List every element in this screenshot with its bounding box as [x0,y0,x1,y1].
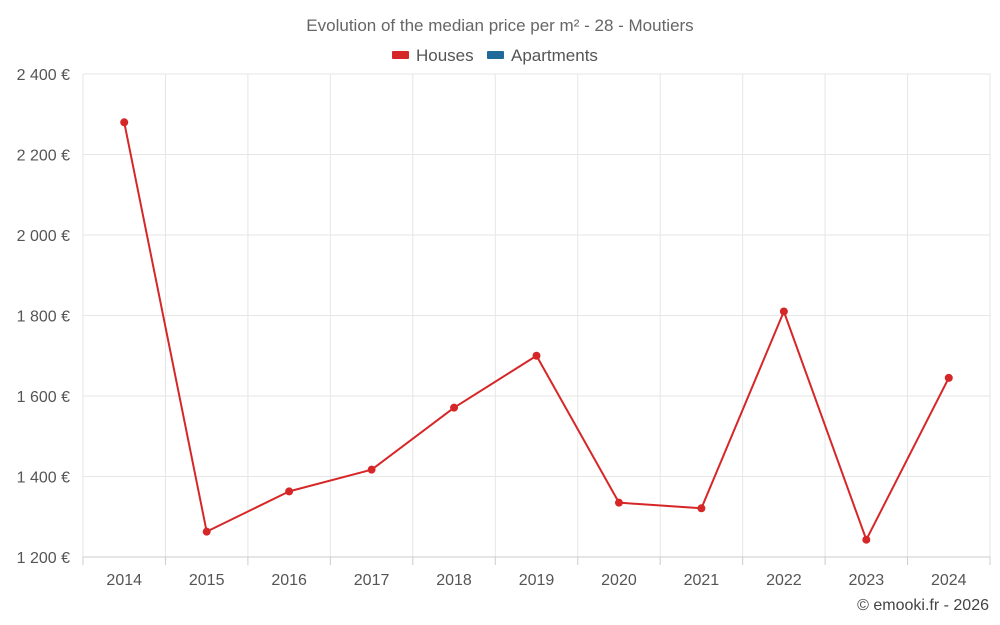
legend-swatch-houses [392,51,409,59]
data-point[interactable] [120,118,129,127]
credit-text: © emooki.fr - 2026 [857,597,989,614]
y-tick-label: 2 200 € [17,148,70,165]
x-tick-label: 2018 [436,572,472,589]
grid [82,73,991,557]
data-point[interactable] [367,465,376,474]
data-point[interactable] [779,307,788,316]
data-point[interactable] [450,403,459,412]
x-tick-label: 2014 [106,572,142,589]
x-tick-label: 2015 [189,572,225,589]
x-tick-label: 2023 [849,572,885,589]
y-tick-label: 2 000 € [17,228,70,245]
x-axis: 2014 2015 2016 2017 2018 2019 2020 2021 2022 2023… [82,556,991,589]
x-tick-label: 2024 [931,572,967,589]
y-tick-label: 1 800 € [17,309,70,326]
data-point[interactable] [944,373,953,382]
legend: Houses Apartments [392,46,598,65]
y-axis: 1 200 € 1 400 € 1 600 € 1 800 € 2 000 € 2 200… [17,67,70,567]
y-tick-label: 1 200 € [17,550,70,567]
data-point[interactable] [285,487,294,496]
legend-swatch-apartments [487,51,504,59]
x-tick-label: 2016 [271,572,307,589]
legend-item-houses[interactable]: Houses [392,46,474,65]
data-point[interactable] [202,527,211,536]
x-tick-label: 2017 [354,572,390,589]
legend-label-apartments: Apartments [511,46,598,65]
x-tick-label: 2020 [601,572,637,589]
y-tick-label: 1 400 € [17,470,70,487]
data-point[interactable] [862,535,871,544]
x-tick-label: 2021 [684,572,720,589]
data-point[interactable] [532,351,541,360]
x-tick-label: 2019 [519,572,555,589]
legend-item-apartments[interactable]: Apartments [487,46,598,65]
y-tick-label: 1 600 € [17,389,70,406]
data-point[interactable] [614,498,623,507]
chart-title: Evolution of the median price per m² - 2… [306,16,693,35]
y-tick-label: 2 400 € [17,67,70,84]
series-houses [120,118,953,544]
legend-label-houses: Houses [416,46,474,65]
x-tick-label: 2022 [766,572,802,589]
data-point[interactable] [697,504,706,513]
